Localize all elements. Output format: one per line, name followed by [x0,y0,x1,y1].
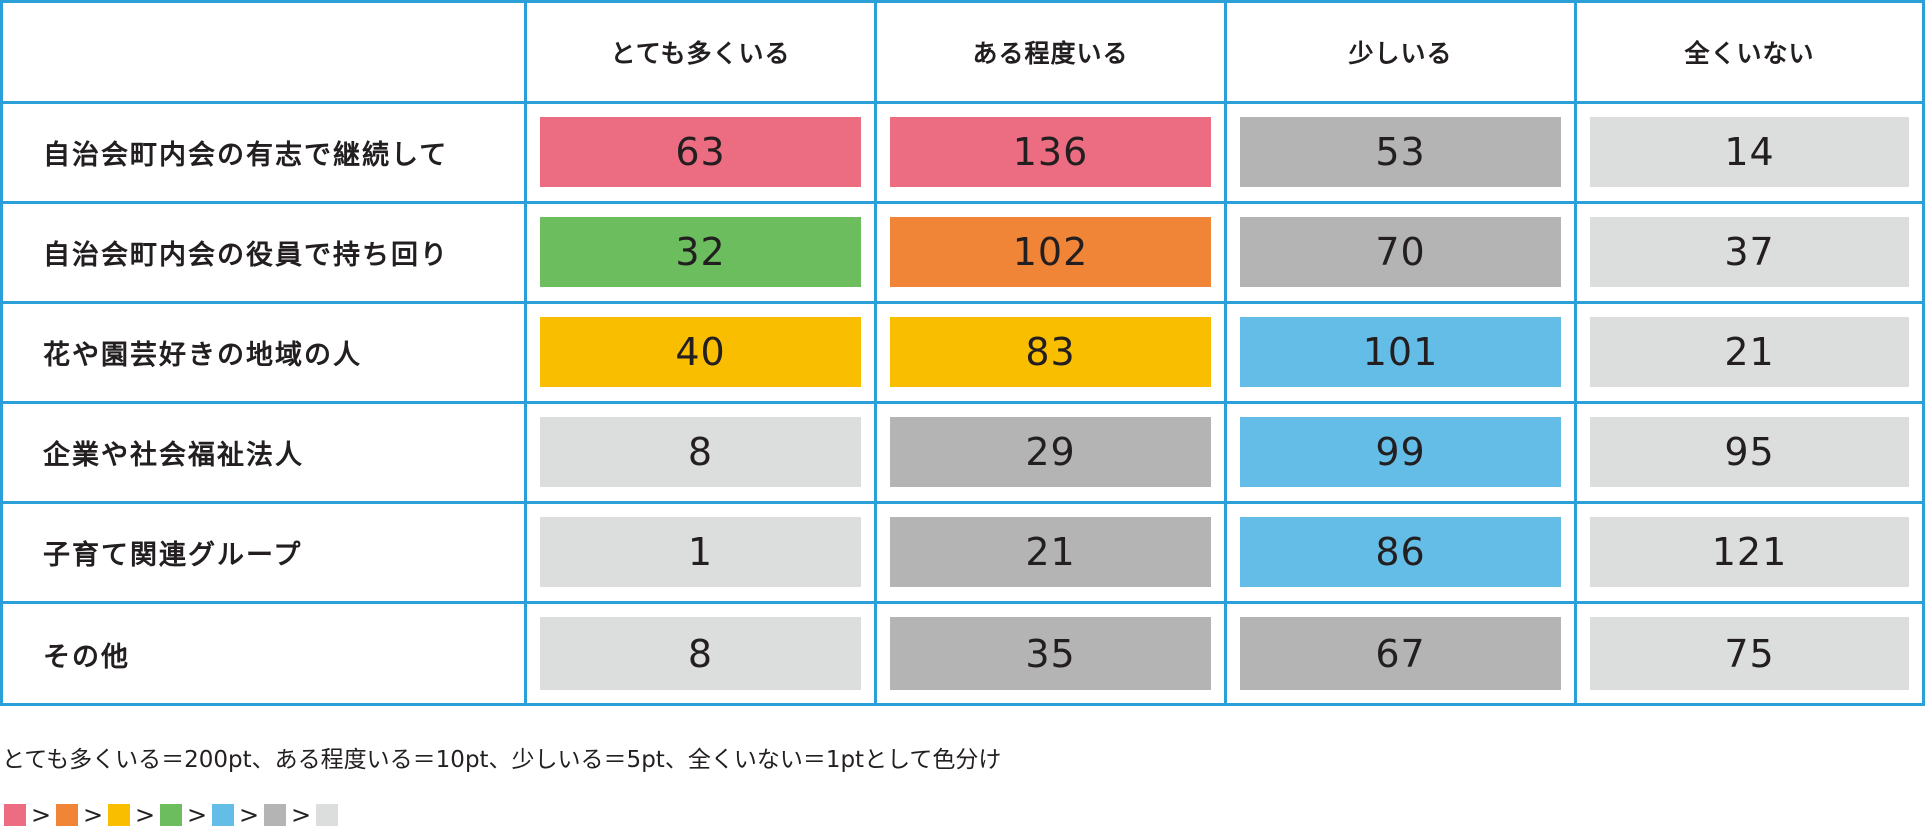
legend-separator: > [82,801,104,829]
legend-separator: > [186,801,208,829]
legend-swatch [160,804,182,826]
value-box: 40 [540,317,861,387]
column-header: 少しいる [1227,3,1577,104]
score-table: とても多くいる ある程度いる 少しいる 全くいない 自治会町内会の有志で継続して 63 13… [0,0,1925,706]
value-box: 21 [890,517,1211,587]
value-box: 75 [1590,617,1909,690]
value-cell: 35 [877,604,1227,704]
value-box: 136 [890,117,1211,187]
value-box: 63 [540,117,861,187]
column-header: ある程度いる [877,3,1227,104]
value-box: 95 [1590,417,1909,487]
value-cell: 136 [877,104,1227,204]
legend-swatch [4,804,26,826]
value-cell: 99 [1227,404,1577,504]
column-header: とても多くいる [527,3,877,104]
value-box: 70 [1240,217,1561,287]
value-cell: 37 [1577,204,1922,304]
value-box: 67 [1240,617,1561,690]
value-box: 14 [1590,117,1909,187]
row-label: 子育て関連グループ [3,504,527,604]
legend-swatch [316,804,338,826]
value-cell: 70 [1227,204,1577,304]
legend-swatch [212,804,234,826]
value-cell: 8 [527,404,877,504]
value-cell: 8 [527,604,877,704]
column-header: 全くいない [1577,3,1922,104]
value-box: 53 [1240,117,1561,187]
value-cell: 86 [1227,504,1577,604]
value-box: 29 [890,417,1211,487]
value-box: 37 [1590,217,1909,287]
row-label: その他 [3,604,527,704]
value-cell: 63 [527,104,877,204]
legend-separator: > [134,801,156,829]
row-label: 花や園芸好きの地域の人 [3,304,527,404]
value-box: 21 [1590,317,1909,387]
value-box: 86 [1240,517,1561,587]
value-cell: 1 [527,504,877,604]
value-cell: 32 [527,204,877,304]
header-corner [3,3,527,104]
value-cell: 101 [1227,304,1577,404]
value-cell: 53 [1227,104,1577,204]
value-box: 83 [890,317,1211,387]
value-box: 8 [540,617,861,690]
row-label: 企業や社会福祉法人 [3,404,527,504]
value-cell: 14 [1577,104,1922,204]
legend-swatch [108,804,130,826]
value-cell: 83 [877,304,1227,404]
legend-separator: > [290,801,312,829]
value-box: 35 [890,617,1211,690]
value-box: 32 [540,217,861,287]
value-box: 8 [540,417,861,487]
legend-separator: > [238,801,260,829]
value-cell: 102 [877,204,1227,304]
value-box: 101 [1240,317,1561,387]
value-cell: 29 [877,404,1227,504]
value-box: 1 [540,517,861,587]
value-cell: 95 [1577,404,1922,504]
value-cell: 121 [1577,504,1922,604]
value-cell: 21 [877,504,1227,604]
value-box: 102 [890,217,1211,287]
row-label: 自治会町内会の有志で継続して [3,104,527,204]
value-cell: 40 [527,304,877,404]
legend-separator: > [30,801,52,829]
row-label: 自治会町内会の役員で持ち回り [3,204,527,304]
color-coding-note: とても多くいる＝200pt、ある程度いる＝10pt、少しいる＝5pt、全くいない… [2,747,1002,773]
legend-swatch [56,804,78,826]
legend-swatch [264,804,286,826]
value-cell: 75 [1577,604,1922,704]
value-cell: 67 [1227,604,1577,704]
value-box: 121 [1590,517,1909,587]
color-order-legend: > > > > > > [4,801,338,829]
value-cell: 21 [1577,304,1922,404]
value-box: 99 [1240,417,1561,487]
